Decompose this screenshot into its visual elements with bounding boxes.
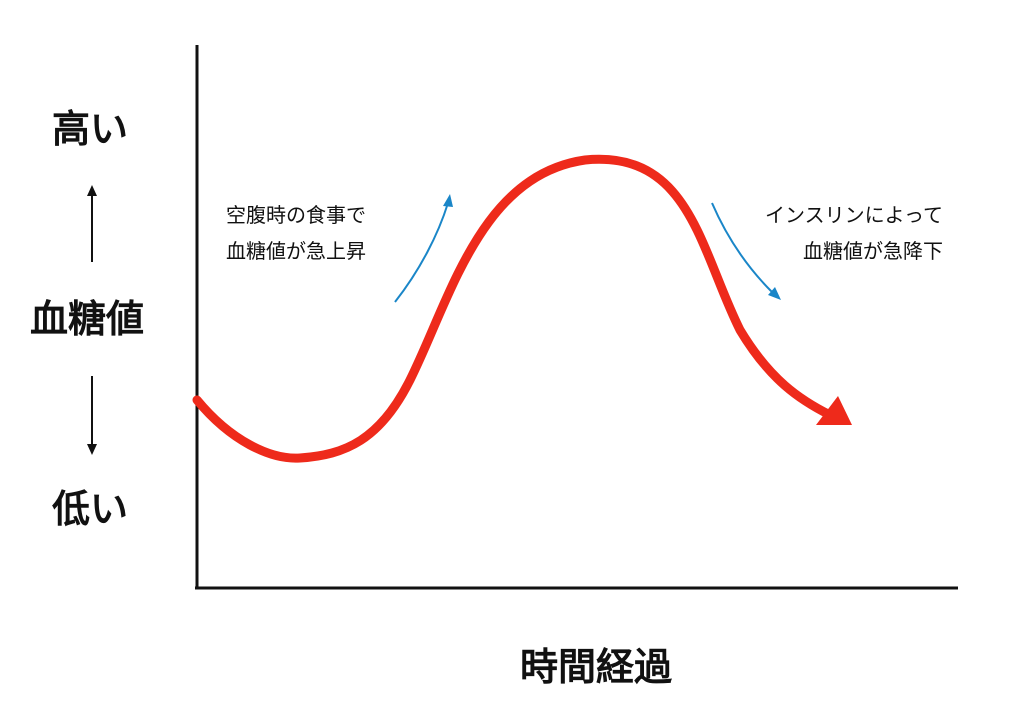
blood-sugar-curve <box>192 154 835 463</box>
fall-annotation: インスリンによって 血糖値が急降下 <box>765 197 943 269</box>
arrow-down-icon <box>87 376 97 455</box>
fall-arrow-icon <box>711 202 781 300</box>
y-axis-high-label: 高い <box>52 107 129 151</box>
rise-annotation-line1: 空腹時の食事で <box>226 203 366 227</box>
rise-annotation: 空腹時の食事で 血糖値が急上昇 <box>226 197 366 269</box>
curve-arrowhead <box>816 396 852 425</box>
fall-annotation-line1: インスリンによって <box>765 203 943 227</box>
x-axis-title: 時間経過 <box>520 645 673 689</box>
fall-annotation-line2: 血糖値が急降下 <box>803 239 943 263</box>
rise-arrow-icon <box>394 194 453 303</box>
y-axis-title: 血糖値 <box>30 297 145 341</box>
y-axis-low-label: 低い <box>52 487 129 531</box>
arrow-up-icon <box>87 185 97 262</box>
rise-annotation-line2: 血糖値が急上昇 <box>226 239 366 263</box>
